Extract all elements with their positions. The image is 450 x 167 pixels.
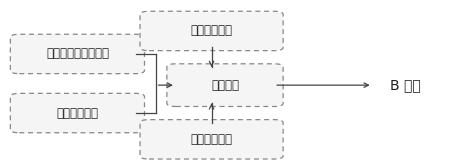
FancyBboxPatch shape	[10, 93, 144, 133]
Text: 有机光稳定剂: 有机光稳定剂	[191, 24, 233, 37]
FancyBboxPatch shape	[10, 34, 144, 74]
Text: 协同反应: 协同反应	[211, 79, 239, 92]
Text: 无机光稳定剂: 无机光稳定剂	[191, 133, 233, 146]
Text: 端氨基聚醚类固化剂: 端氨基聚醚类固化剂	[46, 47, 109, 60]
Text: 异佛尔酮二胺: 异佛尔酮二胺	[56, 107, 99, 120]
FancyBboxPatch shape	[140, 120, 283, 159]
Text: B 组分: B 组分	[391, 78, 421, 92]
FancyBboxPatch shape	[167, 64, 283, 107]
FancyBboxPatch shape	[140, 11, 283, 51]
